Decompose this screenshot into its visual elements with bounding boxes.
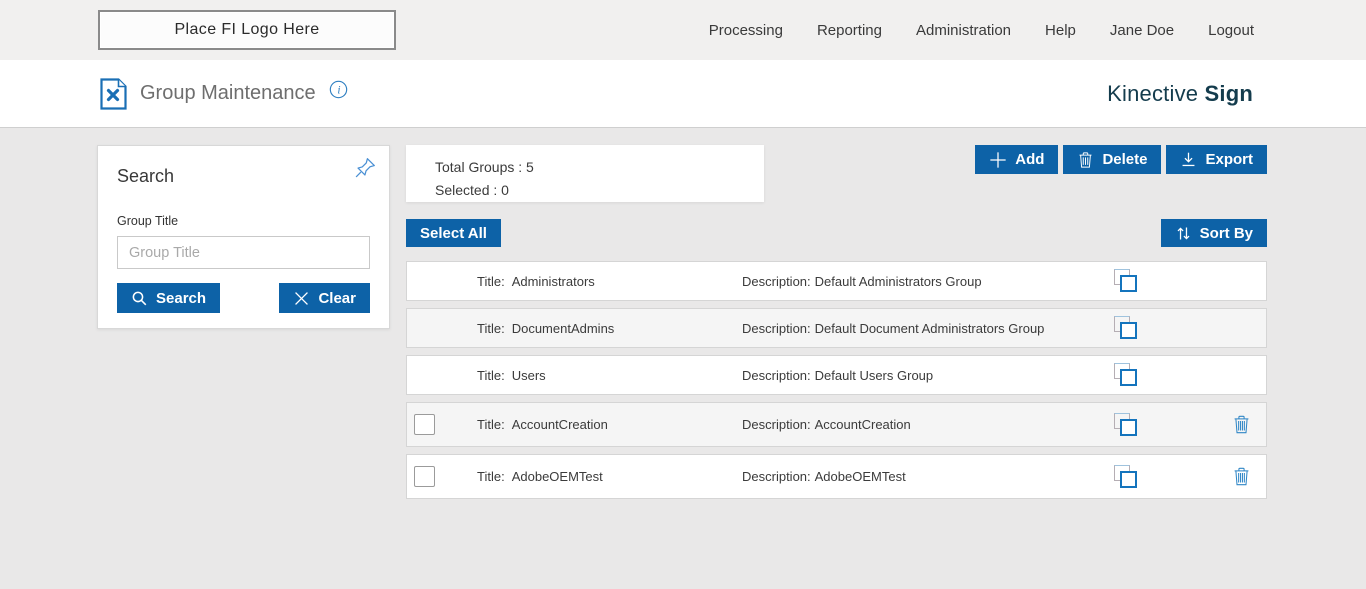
group-description-label: Description: bbox=[742, 320, 811, 336]
nav-item-processing[interactable]: Processing bbox=[708, 21, 783, 39]
total-groups-label: Total Groups : bbox=[435, 159, 523, 175]
group-title-value: DocumentAdmins bbox=[511, 320, 615, 336]
group-description-value: Default Document Administrators Group bbox=[814, 320, 1045, 336]
delete-button-label: Delete bbox=[1102, 151, 1148, 168]
group-row: Title: DocumentAdmins Description: Default… bbox=[406, 308, 1267, 348]
nav-item-jane-doe[interactable]: Jane Doe bbox=[1109, 21, 1175, 39]
copy-icon[interactable] bbox=[1114, 269, 1138, 293]
group-description-label: Description: bbox=[742, 367, 811, 383]
group-description-label: Description: bbox=[742, 469, 811, 484]
group-description-value: AccountCreation bbox=[814, 417, 911, 432]
content-area: Search Group Title Search bbox=[0, 128, 1366, 589]
total-groups-value: 5 bbox=[526, 159, 534, 175]
brand-logo: Kinective Sign bbox=[1107, 81, 1253, 107]
group-title-field-label: Group Title bbox=[117, 214, 179, 228]
group-title-label: Title: bbox=[477, 320, 505, 336]
group-title-value: Users bbox=[511, 367, 546, 383]
search-button[interactable]: Search bbox=[117, 283, 221, 313]
group-description-cell: Description: Default Document Administrat… bbox=[742, 321, 1106, 336]
group-title-cell: Title: AdobeOEMTest bbox=[477, 469, 742, 484]
group-title-label: Title: bbox=[477, 273, 505, 289]
plus-icon bbox=[989, 151, 1007, 169]
group-maintenance-document-icon bbox=[100, 77, 127, 110]
page-header-band: Group Maintenance i Kinective Sign bbox=[0, 60, 1366, 128]
group-title-label: Title: bbox=[477, 417, 505, 432]
group-description-value: Default Administrators Group bbox=[814, 273, 982, 289]
group-description-label: Description: bbox=[742, 273, 811, 289]
clear-button-label: Clear bbox=[318, 289, 356, 307]
group-title-value: Administrators bbox=[511, 273, 595, 289]
pushpin-icon[interactable] bbox=[354, 156, 377, 179]
action-toolbar: Add Delete bbox=[975, 145, 1267, 174]
group-list: Title: Administrators Description: Default… bbox=[406, 261, 1267, 499]
search-panel: Search Group Title Search bbox=[97, 145, 390, 329]
group-row: Title: Users Description: Default Users Gr… bbox=[406, 355, 1267, 395]
copy-icon[interactable] bbox=[1114, 464, 1138, 489]
select-all-button[interactable]: Select All bbox=[406, 219, 501, 247]
download-icon bbox=[1180, 151, 1197, 168]
row-delete-button[interactable] bbox=[1232, 414, 1251, 435]
group-description-label: Description: bbox=[742, 417, 811, 432]
group-checkbox[interactable] bbox=[414, 414, 435, 435]
x-icon bbox=[293, 290, 310, 307]
group-title-input[interactable] bbox=[117, 236, 370, 269]
group-description-value: AdobeOEMTest bbox=[814, 469, 906, 484]
trash-icon bbox=[1077, 151, 1094, 169]
group-title-label: Title: bbox=[477, 367, 505, 383]
sort-by-button[interactable]: Sort By bbox=[1160, 219, 1267, 247]
export-button-label: Export bbox=[1205, 151, 1253, 168]
trash-icon bbox=[1232, 466, 1251, 487]
group-title-value: AccountCreation bbox=[511, 417, 608, 432]
row-delete-button[interactable] bbox=[1232, 466, 1251, 487]
search-panel-title: Search bbox=[117, 166, 175, 186]
select-all-button-label: Select All bbox=[420, 224, 487, 242]
selected-value: 0 bbox=[501, 182, 509, 198]
group-title-cell: Title: Administrators bbox=[477, 274, 742, 289]
group-checkbox[interactable] bbox=[414, 466, 435, 487]
group-row: Title: AdobeOEMTest Description: AdobeOEMT… bbox=[406, 454, 1267, 499]
group-title-cell: Title: AccountCreation bbox=[477, 417, 742, 432]
group-row: Title: AccountCreation Description: Accoun… bbox=[406, 402, 1267, 447]
group-title-cell: Title: DocumentAdmins bbox=[477, 321, 742, 336]
nav-item-logout[interactable]: Logout bbox=[1208, 21, 1254, 39]
page-title: Group Maintenance bbox=[140, 82, 316, 104]
nav-item-help[interactable]: Help bbox=[1045, 21, 1076, 39]
group-title-value: AdobeOEMTest bbox=[511, 469, 603, 484]
group-description-cell: Description: AccountCreation bbox=[742, 417, 1106, 432]
brand-product: Sign bbox=[1204, 80, 1253, 106]
group-description-cell: Description: Default Users Group bbox=[742, 368, 1106, 383]
copy-icon[interactable] bbox=[1114, 363, 1138, 387]
search-icon bbox=[131, 290, 148, 307]
group-description-value: Default Users Group bbox=[814, 367, 934, 383]
copy-icon[interactable] bbox=[1114, 412, 1138, 437]
top-header-bar: Place FI Logo Here Processing Reporting Ad… bbox=[0, 0, 1366, 60]
group-title-label: Title: bbox=[477, 469, 505, 484]
clear-button[interactable]: Clear bbox=[279, 283, 370, 313]
copy-icon[interactable] bbox=[1114, 316, 1138, 340]
brand-name: Kinective bbox=[1107, 80, 1199, 106]
group-row: Title: Administrators Description: Default… bbox=[406, 261, 1267, 301]
trash-icon bbox=[1232, 414, 1251, 435]
svg-text:i: i bbox=[337, 84, 340, 96]
fi-logo-placeholder-text: Place FI Logo Here bbox=[174, 21, 320, 38]
add-button-label: Add bbox=[1015, 151, 1045, 168]
delete-button[interactable]: Delete bbox=[1063, 145, 1162, 174]
group-description-cell: Description: Default Administrators Group bbox=[742, 274, 1106, 289]
up-down-arrows-icon bbox=[1175, 225, 1192, 242]
main-panel: Total Groups : 5 Selected : 0 A bbox=[406, 145, 1267, 499]
search-button-label: Search bbox=[156, 289, 207, 307]
export-button[interactable]: Export bbox=[1166, 145, 1267, 174]
add-button[interactable]: Add bbox=[975, 145, 1059, 174]
info-icon[interactable]: i bbox=[329, 80, 348, 99]
fi-logo-placeholder: Place FI Logo Here bbox=[98, 10, 396, 50]
group-title-cell: Title: Users bbox=[477, 368, 742, 383]
nav-item-administration[interactable]: Administration bbox=[915, 21, 1012, 39]
summary-box: Total Groups : 5 Selected : 0 bbox=[406, 145, 764, 202]
nav-item-reporting[interactable]: Reporting bbox=[816, 21, 882, 39]
selected-label: Selected : bbox=[435, 182, 498, 198]
group-description-cell: Description: AdobeOEMTest bbox=[742, 469, 1106, 484]
sort-by-button-label: Sort By bbox=[1199, 224, 1253, 242]
main-nav: Processing Reporting Administration Help Jan… bbox=[709, 22, 1254, 39]
